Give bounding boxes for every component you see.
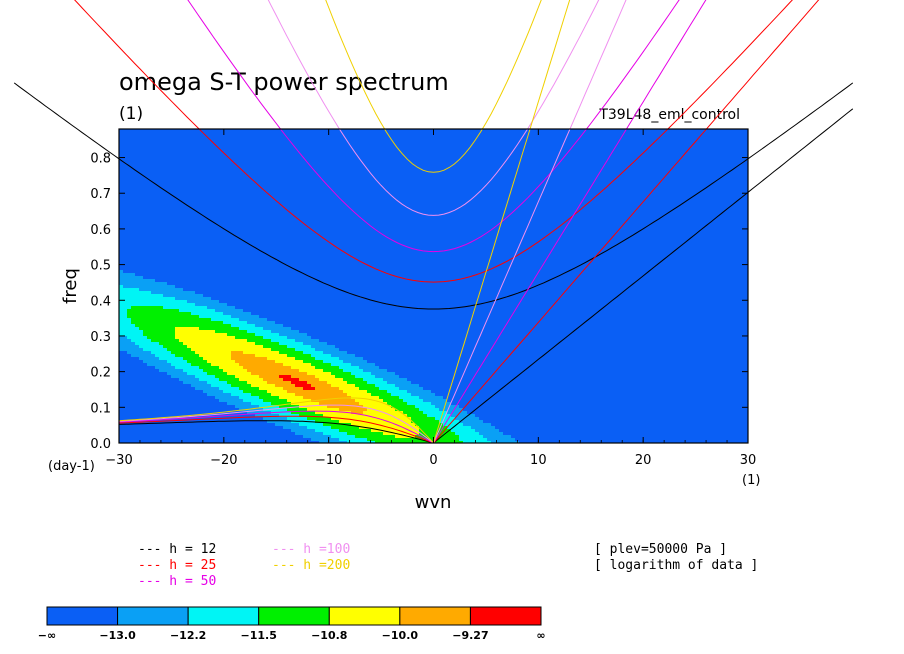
annotation-logarithm: [ logarithm of data ] [594,558,758,573]
chart-title: omega S-T power spectrum [119,68,449,96]
colorbar-swatch [399,606,471,626]
inertio-gravity-curve-h25 [74,0,793,283]
rossby-curve-h100 [118,404,434,444]
x-tick-label: 30 [740,453,757,468]
kelvin-curve-h100 [433,0,627,444]
rossby-curve-h50 [118,410,434,444]
legend-entry-h12: --- h = 12 [138,542,216,557]
y-tick-label: 0.3 [90,330,111,345]
colorbar: −∞ −13.0 −12.2 −11.5 −10.8 −10.0 −9.27 ∞ [38,606,546,642]
y-tick-label: 0.2 [90,366,111,381]
inertio-gravity-curve-h100 [267,0,600,216]
x-unit-label: (1) [742,473,760,488]
legend-entry-h200: --- h =200 [272,558,350,573]
curve-legend: --- h = 12--- h = 25--- h = 50 --- h =100… [138,542,350,589]
colorbar-swatch [187,606,260,626]
colorbar-label: −11.5 [241,629,277,642]
y-tick-label: 0.4 [90,294,111,309]
y-tick-label: 0.6 [90,223,111,238]
y-tick-label: 0.7 [90,187,111,202]
colorbar-swatch [469,606,542,626]
x-tick-label: −30 [105,453,132,468]
legend-entry-h25: --- h = 25 [138,558,216,573]
colorbar-label: −10.8 [311,629,347,642]
colorbar-swatch [117,606,189,626]
colorbar-swatch [328,606,401,626]
dispersion-curves [13,0,854,444]
kelvin-curve-h12 [433,108,854,444]
power-field [119,129,748,443]
colorbar-label: −9.27 [452,629,488,642]
colorbar-label: −13.0 [99,629,136,642]
x-axis: −30 −20 −10 0 10 20 30 [105,129,756,468]
chart-subtitle-left: (1) [119,104,143,124]
y-tick-label: 0.1 [90,401,111,416]
y-axis-label: freq [60,268,81,304]
x-tick-label: −20 [210,453,237,468]
legend-entry-h50: --- h = 50 [138,574,216,589]
inertio-gravity-curve-h12 [13,82,854,310]
y-axis: 0.0 0.1 0.2 0.3 0.4 0.5 0.6 0.7 0.8 [90,152,748,452]
inertio-gravity-curve-h200 [325,0,542,173]
kelvin-curve-h200 [433,0,571,444]
y-tick-label: 0.8 [90,152,111,167]
x-axis-label: wvn [415,492,452,513]
kelvin-curve-h25 [433,0,820,444]
x-tick-label: −10 [315,453,342,468]
legend-entry-h100: --- h =100 [272,542,350,557]
y-tick-label: 0.5 [90,259,111,274]
colorbar-label: −10.0 [382,629,419,642]
rossby-curve-h12 [118,420,434,444]
colorbar-label: ∞ [536,629,545,642]
colorbar-label: −12.2 [170,629,206,642]
rossby-curve-h200 [118,397,434,444]
chart-subtitle-right: T39L48_eml_control [598,107,740,123]
annotation-plev: [ plev=50000 Pa ] [594,542,727,557]
colorbar-label: −∞ [38,629,56,642]
x-tick-label: 20 [635,453,652,468]
colorbar-swatch [46,606,119,626]
colorbar-swatch [258,606,330,626]
kelvin-curve-h50 [433,0,707,444]
inertio-gravity-curve-h50 [187,0,680,253]
y-unit-label: (day-1) [48,459,95,474]
rossby-curve-h25 [118,415,434,444]
x-tick-label: 0 [429,453,437,468]
y-tick-label: 0.0 [90,437,111,452]
x-tick-label: 10 [530,453,547,468]
